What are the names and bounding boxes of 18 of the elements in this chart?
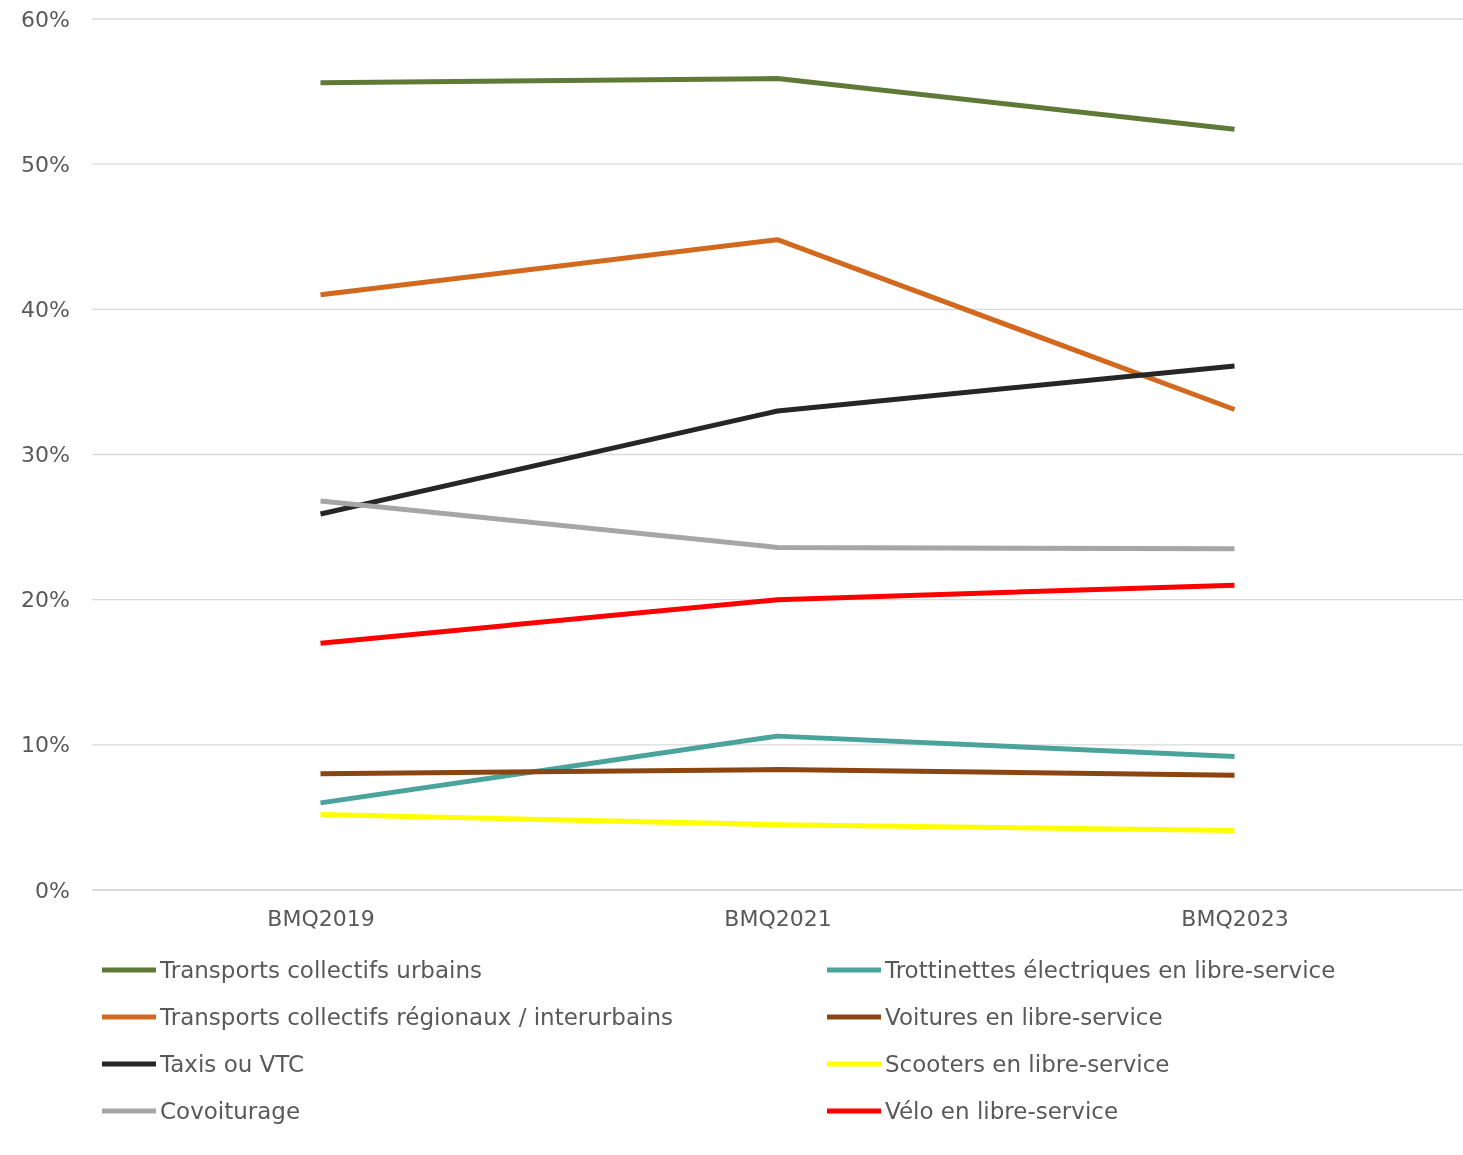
y-tick-label: 30% [21, 442, 70, 468]
legend-label: Transports collectifs régionaux / interurbains [159, 1004, 673, 1031]
legend-label: Transports collectifs urbains [159, 957, 482, 984]
x-tick-label: BMQ2021 [724, 905, 832, 931]
y-tick-label: 0% [35, 877, 70, 903]
y-tick-label: 20% [21, 587, 70, 613]
legend-label: Taxis ou VTC [159, 1051, 305, 1078]
legend-label: Vélo en libre-service [885, 1098, 1119, 1125]
legend-label: Trottinettes électriques en libre-service [884, 957, 1336, 984]
y-tick-label: 50% [21, 151, 70, 177]
x-tick-label: BMQ2023 [1181, 905, 1289, 931]
y-tick-label: 60% [21, 6, 70, 32]
legend-label: Scooters en libre-service [885, 1051, 1170, 1078]
legend-label: Covoiturage [160, 1098, 301, 1125]
y-tick-label: 10% [21, 732, 70, 758]
x-tick-label: BMQ2019 [267, 905, 375, 931]
y-tick-label: 40% [21, 296, 70, 322]
legend-label: Voitures en libre-service [885, 1004, 1163, 1031]
